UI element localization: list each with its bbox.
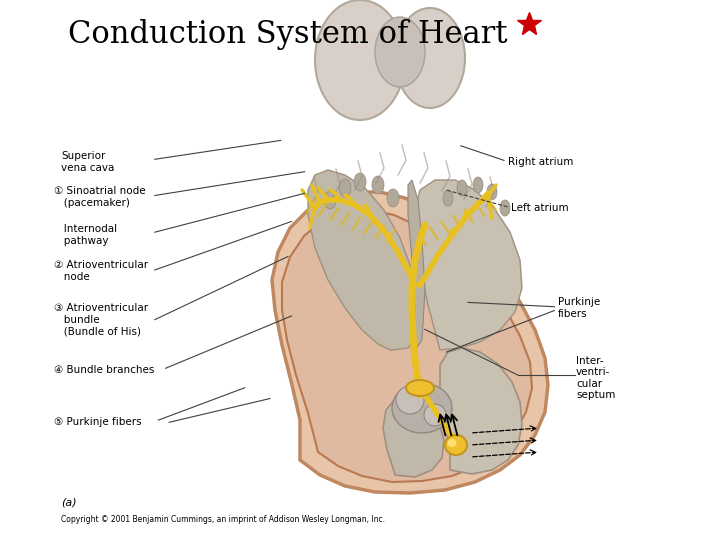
Ellipse shape bbox=[473, 177, 483, 193]
Ellipse shape bbox=[375, 17, 425, 87]
Ellipse shape bbox=[448, 439, 456, 447]
Ellipse shape bbox=[339, 179, 351, 197]
Text: Superior
vena cava: Superior vena cava bbox=[61, 151, 114, 173]
Text: (a): (a) bbox=[61, 497, 77, 508]
Ellipse shape bbox=[424, 404, 446, 426]
Ellipse shape bbox=[406, 380, 434, 396]
Ellipse shape bbox=[387, 189, 399, 207]
Ellipse shape bbox=[487, 184, 497, 200]
Text: Right atrium: Right atrium bbox=[508, 157, 573, 167]
Text: Left atrium: Left atrium bbox=[511, 203, 569, 213]
Text: ③ Atrioventricular
   bundle
   (Bundle of His): ③ Atrioventricular bundle (Bundle of His… bbox=[54, 303, 148, 336]
Text: ① Sinoatrial node
   (pacemaker): ① Sinoatrial node (pacemaker) bbox=[54, 186, 145, 208]
Text: Inter-
ventri-
cular
septum: Inter- ventri- cular septum bbox=[576, 356, 616, 400]
Ellipse shape bbox=[396, 386, 424, 414]
Text: Internodal
   pathway: Internodal pathway bbox=[54, 224, 117, 246]
Polygon shape bbox=[282, 210, 532, 482]
Text: ② Atrioventricular
   node: ② Atrioventricular node bbox=[54, 260, 148, 282]
Text: ⑤ Purkinje fibers: ⑤ Purkinje fibers bbox=[54, 417, 142, 427]
Polygon shape bbox=[383, 395, 444, 477]
Ellipse shape bbox=[395, 8, 465, 108]
Polygon shape bbox=[272, 192, 548, 493]
Ellipse shape bbox=[315, 0, 405, 120]
Ellipse shape bbox=[372, 176, 384, 194]
Text: Conduction System of Heart: Conduction System of Heart bbox=[68, 19, 508, 50]
Ellipse shape bbox=[457, 180, 467, 196]
Ellipse shape bbox=[324, 191, 336, 209]
Ellipse shape bbox=[445, 435, 467, 455]
Polygon shape bbox=[440, 348, 522, 474]
Polygon shape bbox=[308, 170, 418, 350]
Ellipse shape bbox=[392, 383, 452, 433]
Ellipse shape bbox=[443, 190, 453, 206]
Text: Copyright © 2001 Benjamin Cummings, an imprint of Addison Wesley Longman, Inc.: Copyright © 2001 Benjamin Cummings, an i… bbox=[61, 515, 385, 524]
Text: ④ Bundle branches: ④ Bundle branches bbox=[54, 365, 154, 375]
Text: Purkinje
fibers: Purkinje fibers bbox=[558, 297, 600, 319]
Ellipse shape bbox=[354, 173, 366, 191]
Polygon shape bbox=[408, 180, 425, 350]
Ellipse shape bbox=[500, 200, 510, 216]
Polygon shape bbox=[415, 180, 522, 350]
